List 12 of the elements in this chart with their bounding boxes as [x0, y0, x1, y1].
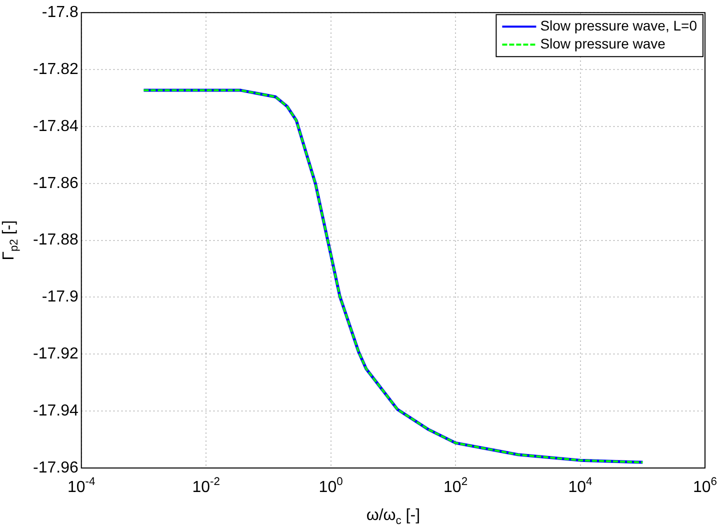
- y-tick-label: -17.82: [32, 60, 78, 78]
- y-axis-title: Γp2 [-]: [0, 220, 20, 260]
- y-tick-label: -17.96: [32, 459, 78, 476]
- y-tick-label: -17.8: [42, 4, 78, 22]
- y-tick-label: -17.92: [32, 346, 78, 363]
- legend-label: Slow pressure wave, L=0: [540, 17, 698, 34]
- y-tick-label: -17.94: [32, 402, 78, 420]
- y-tick-label: -17.88: [32, 232, 78, 249]
- legend-label: Slow pressure wave: [540, 35, 666, 52]
- y-tick-label: -17.9: [42, 288, 78, 306]
- y-tick-label: -17.84: [32, 118, 78, 135]
- y-tick-label: -17.86: [32, 174, 78, 192]
